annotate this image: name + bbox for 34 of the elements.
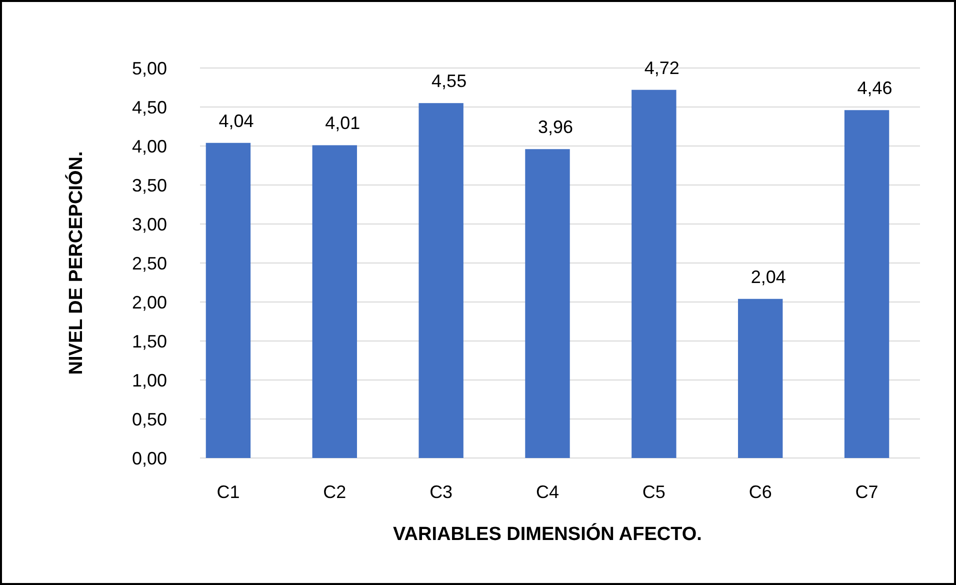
data-label: 4,01 (325, 113, 360, 134)
x-tick-label: C1 (216, 482, 240, 502)
bar (738, 298, 783, 458)
x-tick-label: C6 (748, 482, 772, 502)
x-tick-label: C2 (323, 482, 346, 502)
y-tick-label: 1,00 (132, 370, 167, 390)
x-tick-label: C5 (642, 482, 666, 502)
x-axis-title: VARIABLES DIMENSIÓN AFECTO. (393, 523, 702, 545)
y-tick-label: 0,50 (132, 409, 167, 430)
y-tick-label: 2,00 (132, 292, 167, 312)
data-label: 4,04 (218, 110, 254, 131)
bar (632, 90, 676, 458)
data-label: 4,72 (644, 58, 680, 78)
bar (525, 149, 570, 458)
x-tick-label: C4 (536, 482, 560, 502)
y-tick-label: 2,50 (132, 253, 167, 274)
y-tick-label: 3,00 (132, 214, 167, 234)
bar (312, 145, 357, 458)
x-tick-label: C7 (855, 482, 878, 502)
data-label: 2,04 (750, 266, 786, 287)
bar (418, 103, 464, 458)
data-label: 4,55 (432, 71, 467, 92)
y-tick-label: 1,50 (132, 331, 167, 352)
data-label: 4,46 (857, 78, 892, 98)
y-tick-label: 4,50 (132, 97, 167, 118)
y-axis-title: NIVEL DE PERCEPCIÓN. (65, 151, 87, 375)
y-tick-label: 5,00 (132, 58, 167, 78)
bar (844, 110, 890, 458)
y-tick-label: 3,50 (132, 175, 167, 196)
y-tick-label: 0,00 (132, 448, 167, 468)
bar (206, 142, 251, 458)
data-label: 3,96 (538, 117, 574, 138)
x-tick-label: C3 (430, 482, 453, 502)
y-tick-label: 4,00 (132, 136, 167, 156)
